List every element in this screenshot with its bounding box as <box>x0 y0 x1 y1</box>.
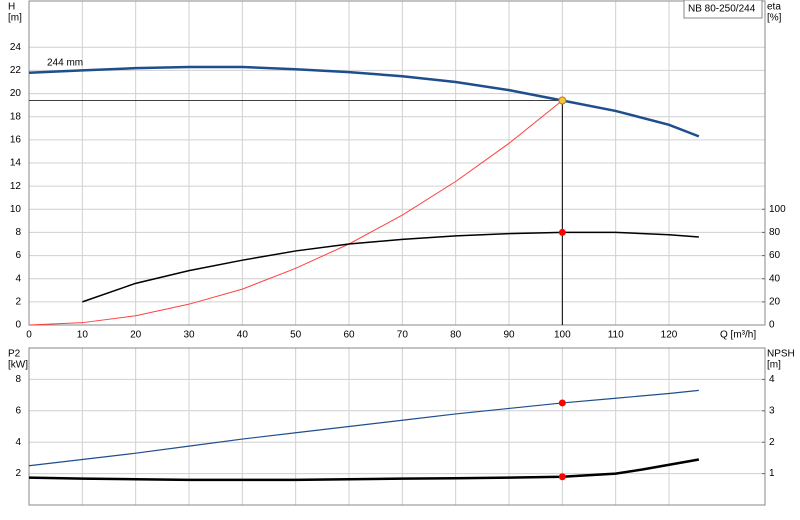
curve <box>28 100 563 326</box>
y-tick-label: 6 <box>15 405 21 416</box>
y2-tick-label: 100 <box>769 204 786 215</box>
chart-title: NB 80-250/244 <box>688 4 756 15</box>
curve <box>28 458 700 482</box>
y-tick-label: 6 <box>15 250 21 261</box>
y2-tick-label: 3 <box>769 405 775 416</box>
y-tick-label: 4 <box>15 273 21 284</box>
curve-label: 244 mm <box>47 57 83 68</box>
y-tick-label: 2 <box>15 296 21 307</box>
x-tick-label: 120 <box>661 330 678 341</box>
y-axis-label: H <box>8 2 15 13</box>
y2-tick-label: 40 <box>769 273 781 284</box>
y2-axis-unit: [%] <box>767 13 782 24</box>
y-tick-label: 0 <box>15 320 21 331</box>
title-box <box>683 0 763 19</box>
operating-point <box>558 473 566 481</box>
x-tick-label: 70 <box>397 330 409 341</box>
y-axis-unit: [kW] <box>8 360 28 371</box>
y-tick-label: 8 <box>15 374 21 385</box>
y-tick-label: 16 <box>10 134 22 145</box>
operating-point <box>558 399 566 407</box>
y-tick-label: 4 <box>15 437 21 448</box>
x-tick-label: 0 <box>26 330 32 341</box>
y-tick-label: 8 <box>15 227 21 238</box>
y-tick-label: 18 <box>10 111 22 122</box>
x-axis-label: Q [m³/h] <box>720 330 756 341</box>
plot-frame <box>28 347 766 506</box>
y-tick-label: 12 <box>10 181 22 192</box>
y-axis-label: P2 <box>8 349 21 360</box>
curve <box>28 389 699 467</box>
y2-axis-label: eta <box>767 2 781 13</box>
y2-tick-label: 2 <box>769 437 775 448</box>
y2-tick-label: 0 <box>769 320 775 331</box>
y2-tick-label: 4 <box>769 374 775 385</box>
y-tick-label: 14 <box>10 158 22 169</box>
y2-tick-label: 20 <box>769 296 781 307</box>
x-tick-label: 30 <box>183 330 195 341</box>
x-tick-label: 20 <box>130 330 142 341</box>
y2-axis-unit: [m] <box>767 360 781 371</box>
y2-axis-label: NPSH <box>767 349 795 360</box>
operating-point <box>558 96 567 105</box>
x-tick-label: 50 <box>290 330 302 341</box>
y-tick-label: 22 <box>10 65 22 76</box>
plot-frame <box>28 0 766 326</box>
y-tick-label: 24 <box>10 42 22 53</box>
curve <box>28 65 700 138</box>
y-tick-label: 10 <box>10 204 22 215</box>
y-tick-label: 20 <box>10 88 22 99</box>
x-tick-label: 40 <box>237 330 249 341</box>
y-axis-unit: [m] <box>8 13 22 24</box>
x-tick-label: 10 <box>77 330 89 341</box>
x-tick-label: 80 <box>450 330 462 341</box>
y2-tick-label: 1 <box>769 468 775 479</box>
x-tick-label: 110 <box>608 330 624 341</box>
x-tick-label: 100 <box>554 330 571 341</box>
y2-tick-label: 60 <box>769 250 781 261</box>
operating-point <box>558 228 566 236</box>
y-tick-label: 2 <box>15 468 21 479</box>
curve <box>82 231 699 303</box>
y2-tick-label: 80 <box>769 227 781 238</box>
x-tick-label: 60 <box>343 330 355 341</box>
x-tick-label: 90 <box>503 330 515 341</box>
